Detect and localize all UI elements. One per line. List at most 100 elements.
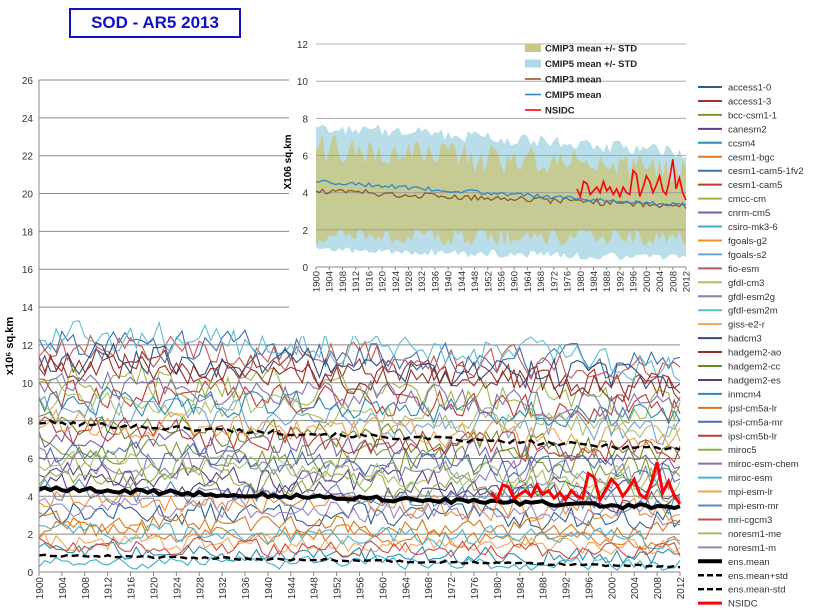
main-x-tick-label: 1928 — [195, 577, 206, 600]
legend-label: gfdl-cm3 — [728, 278, 764, 289]
legend-label: cnrm-cm5 — [728, 208, 770, 219]
main-y-tick-label: 6 — [27, 454, 33, 465]
model-series — [38, 320, 681, 571]
legend-label: miroc-esm-chem — [728, 459, 799, 470]
legend-label: gfdl-esm2m — [728, 306, 778, 317]
inset-y-axis-label: X106 sq.km — [283, 134, 294, 189]
inset-y-tick-label: 10 — [297, 77, 309, 88]
inset-x-tick-label: 1928 — [404, 271, 415, 292]
legend-label: fio-esm — [728, 264, 759, 275]
inset-legend-label: NSIDC — [545, 106, 575, 117]
inset-x-tick-label: 1980 — [576, 271, 587, 292]
legend-label: mri-cgcm3 — [728, 515, 772, 526]
inset-lines — [315, 159, 687, 209]
main-x-tick-label: 1948 — [310, 577, 321, 600]
legend-label: noresm1-me — [728, 529, 781, 540]
legend-label: miroc-esm — [728, 473, 772, 484]
legend-label: canesm2 — [728, 124, 767, 135]
model-series-cesm1-cam5-1fv2 — [38, 329, 681, 379]
main-x-tick-label: 1940 — [264, 577, 275, 600]
inset-x-tick-label: 1936 — [430, 271, 441, 292]
legend-label: cesm1-cam5-1fv2 — [728, 166, 804, 177]
model-series-hadgem2-ao — [38, 353, 681, 403]
inset-y-tick-label: 4 — [302, 189, 308, 200]
model-series-ccsm4 — [38, 541, 681, 567]
model-series-cmcc-cm — [38, 362, 681, 424]
main-x-tick-label: 1904 — [58, 577, 69, 600]
model-series-miroc5 — [38, 467, 681, 503]
main-x-tick-label: 1964 — [401, 577, 412, 600]
legend-label: ens.mean-std — [728, 585, 786, 596]
legend-label: mpi-esm-mr — [728, 501, 779, 512]
legend-label: ipsl-cm5b-lr — [728, 431, 777, 442]
inset-y-tick-label: 8 — [302, 114, 308, 125]
main-x-tick-label: 2012 — [676, 577, 687, 600]
main-y-tick-label: 22 — [22, 152, 34, 163]
main-x-tick-label: 1976 — [470, 577, 481, 600]
inset-x-tick-label: 2004 — [655, 271, 666, 292]
inset-legend-label: CMIP3 mean +/- STD — [545, 44, 637, 55]
legend-label: noresm1-m — [728, 543, 776, 554]
inset-y-tick-label: 6 — [302, 152, 308, 163]
main-x-tick-label: 1932 — [218, 577, 229, 600]
inset-legend-label: CMIP5 mean +/- STD — [545, 59, 637, 70]
inset-x-tick-label: 1924 — [391, 271, 402, 292]
inset-legend-swatch — [525, 59, 541, 68]
legend-label: access1-0 — [728, 83, 771, 94]
model-series-fgoals-s2 — [38, 395, 681, 446]
ens-mean-minus-std-line — [38, 553, 681, 569]
model-series-miroc-esm-chem — [38, 370, 681, 422]
main-x-tick-label: 1952 — [333, 577, 344, 600]
inset-x-tick-label: 1900 — [312, 271, 323, 292]
inset-x-tick-label: 1912 — [351, 271, 362, 292]
inset-x-tick-label: 1920 — [378, 271, 389, 292]
main-y-tick-label: 14 — [22, 303, 34, 314]
inset-x-tick-label: 1932 — [417, 271, 428, 292]
model-series-fio-esm — [38, 334, 681, 381]
main-x-tick-label: 1984 — [516, 577, 527, 600]
legend-label: hadcm3 — [728, 334, 762, 345]
model-series-giss-e2-r — [38, 532, 681, 556]
inset-y-tick-label: 12 — [297, 40, 309, 51]
legend-label: cesm1-bgc — [728, 152, 775, 163]
legend-label: cmcc-cm — [728, 194, 766, 205]
model-series-ipsl-cm5a-mr — [38, 441, 681, 485]
inset-x-tick-label: 1904 — [325, 271, 336, 292]
inset-x-tick-label: 1972 — [549, 271, 560, 292]
inset-x-tick-label: 1984 — [589, 271, 600, 292]
inset-y-tick-label: 0 — [302, 263, 308, 274]
main-x-tick-label: 1968 — [424, 577, 435, 600]
legend-label: giss-e2-r — [728, 320, 765, 331]
inset-legend: CMIP3 mean +/- STD CMIP5 mean +/- STD CMIP… — [525, 44, 637, 117]
legend-label: ipsl-cm5a-mr — [728, 417, 783, 428]
legend-label: ens.mean+std — [728, 571, 788, 582]
model-series-cesm1-cam5 — [38, 377, 681, 425]
inset-x-tick-label: 1948 — [470, 271, 481, 292]
inset-x-tick-label: 1968 — [536, 271, 547, 292]
legend-label: mpi-esm-lr — [728, 487, 773, 498]
legend-label: hadgem2-cc — [728, 362, 781, 373]
main-x-tick-label: 1924 — [172, 577, 183, 600]
main-x-tick-label: 1992 — [562, 577, 573, 600]
legend-label: csiro-mk3-6 — [728, 222, 778, 233]
main-x-tick-label: 1956 — [356, 577, 367, 600]
main-x-tick-label: 1900 — [35, 577, 46, 600]
inset-x-tick-label: 1964 — [523, 271, 534, 292]
inset-x-tick-label: 1952 — [483, 271, 494, 292]
inset-x-tick-label: 1944 — [457, 271, 468, 292]
model-series-gfdl-cm3 — [38, 386, 681, 442]
main-x-tick-label: 1916 — [127, 577, 138, 600]
legend-label: ccsm4 — [728, 138, 755, 149]
inset-legend-swatch — [525, 44, 541, 52]
model-series-noresm1-m — [38, 496, 681, 526]
model-series-mpi-esm-lr — [38, 408, 681, 455]
main-x-tick-label: 1980 — [493, 577, 504, 600]
inset-chart: 0 2 4 6 8 10 12 1900 1904 1908 1912 1916 1920 1924 192… — [283, 36, 693, 336]
model-series-fgoals-g2 — [38, 487, 681, 523]
inset-x-tick-label: 1940 — [444, 271, 455, 292]
inset-x-tick-label: 1992 — [615, 271, 626, 292]
inset-legend-label: CMIP5 mean — [545, 90, 602, 101]
inset-axes: 0 2 4 6 8 10 12 1900 1904 1908 1912 1916 1920 1924 192… — [297, 40, 693, 292]
legend-label: miroc5 — [728, 445, 757, 456]
